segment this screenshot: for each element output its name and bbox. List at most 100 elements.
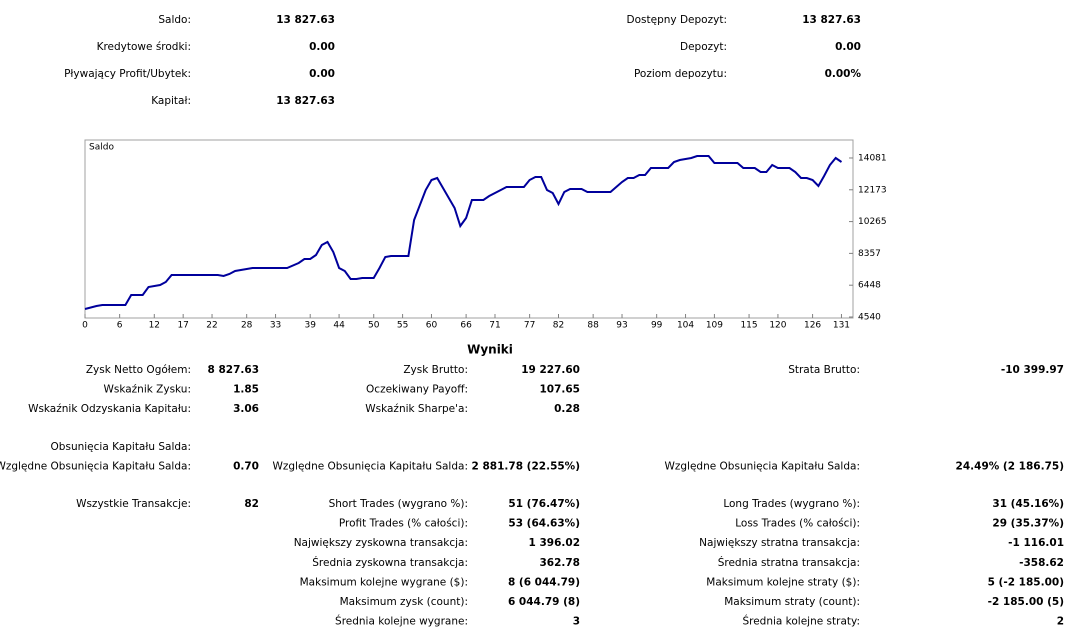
result-label: Względne Obsunięcia Kapitału Salda: [0, 460, 191, 472]
result-value: 362.78 [539, 557, 580, 569]
result-label: Wskaźnik Sharpe'a: [365, 403, 468, 415]
x-tick-label: 55 [397, 321, 408, 331]
result-label: Loss Trades (% całości): [735, 518, 860, 530]
x-tick-label: 44 [333, 321, 345, 331]
summary-label: Kredytowe środki: [97, 41, 191, 53]
result-value: 107.65 [539, 384, 580, 396]
x-tick-label: 126 [804, 321, 821, 331]
result-label: Średnia zyskowna transakcja: [312, 556, 468, 569]
result-label: Short Trades (wygrano %): [329, 498, 468, 510]
result-label: Maksimum straty (count): [724, 596, 860, 608]
y-tick-label: 12173 [858, 185, 887, 195]
result-label: Zysk Brutto: [403, 364, 468, 376]
summary-label: Dostępny Depozyt: [627, 14, 727, 26]
result-label: Wszystkie Transakcje: [76, 498, 191, 510]
x-tick-label: 104 [677, 321, 694, 331]
result-label: Maksimum kolejne wygrane ($): [300, 576, 468, 588]
x-tick-label: 39 [304, 321, 316, 331]
x-tick-label: 17 [177, 321, 188, 331]
summary-value: 13 827.63 [802, 14, 861, 26]
result-value: 1.85 [233, 384, 259, 396]
result-value: 2 [1057, 616, 1064, 628]
plot-frame [84, 139, 854, 319]
x-tick-label: 6 [117, 321, 123, 331]
result-label: Strata Brutto: [788, 364, 860, 376]
chart-title: Saldo [89, 143, 114, 153]
result-label: Średnia kolejne straty: [742, 615, 860, 628]
x-tick-label: 82 [553, 321, 564, 331]
balance-line [84, 155, 843, 310]
summary-label: Kapitał: [151, 95, 191, 107]
result-value: 5 (-2 185.00) [988, 576, 1064, 588]
x-tick-label: 66 [460, 321, 472, 331]
summary-label: Poziom depozytu: [634, 68, 727, 80]
summary-value: 13 827.63 [276, 95, 335, 107]
result-label: Oczekiwany Payoff: [366, 384, 468, 396]
result-value: -1 116.01 [1008, 537, 1064, 549]
y-tick-label: 6448 [858, 281, 881, 291]
result-value: 6 044.79 (8) [508, 596, 580, 608]
x-tick-label: 88 [587, 321, 599, 331]
y-tick-label: 10265 [858, 217, 887, 227]
x-tick-label: 50 [368, 321, 380, 331]
result-value: -358.62 [1019, 557, 1064, 569]
result-label: Maksimum kolejne straty ($): [706, 576, 860, 588]
x-tick-label: 28 [241, 321, 253, 331]
result-value: 29 (35.37%) [992, 518, 1064, 530]
result-label: Średnia kolejne wygrane: [335, 615, 468, 628]
x-tick-label: 12 [149, 321, 160, 331]
y-tick-label: 8357 [858, 249, 881, 259]
x-tick-label: 99 [651, 321, 663, 331]
y-tick-label: 4540 [858, 313, 881, 323]
result-value: 19 227.60 [521, 364, 580, 376]
result-label: Profit Trades (% całości): [339, 518, 468, 530]
x-tick-label: 131 [833, 321, 850, 331]
result-value: 0.28 [554, 403, 580, 415]
result-value: 82 [244, 498, 259, 510]
result-value: 1 396.02 [529, 537, 580, 549]
result-label: Średnia stratna transakcja: [718, 556, 860, 569]
result-label: Największy zyskowna transakcja: [294, 537, 468, 549]
x-tick-label: 22 [206, 321, 217, 331]
x-tick-label: 120 [769, 321, 786, 331]
summary-value: 13 827.63 [276, 14, 335, 26]
x-tick-label: 109 [706, 321, 723, 331]
x-tick-label: 33 [270, 321, 281, 331]
result-value: 31 (45.16%) [992, 498, 1064, 510]
result-label: Względne Obsunięcia Kapitału Salda: [272, 460, 468, 472]
result-value: 0.70 [233, 460, 259, 472]
y-tick-label: 14081 [858, 153, 887, 163]
result-value: 53 (64.63%) [508, 518, 580, 530]
result-value: -2 185.00 (5) [988, 596, 1064, 608]
summary-value: 0.00 [835, 41, 861, 53]
result-value: 51 (76.47%) [508, 498, 580, 510]
x-tick-label: 115 [740, 321, 757, 331]
result-label: Wskaźnik Zysku: [103, 384, 191, 396]
x-tick-label: 71 [489, 321, 500, 331]
summary-value: 0.00 [309, 41, 335, 53]
result-label: Zysk Netto Ogółem: [86, 364, 191, 376]
summary-label: Depozyt: [680, 41, 727, 53]
result-value: 8 (6 044.79) [508, 576, 580, 588]
result-value: -10 399.97 [1001, 364, 1064, 376]
result-value: 24.49% (2 186.75) [956, 460, 1064, 472]
summary-label: Saldo: [158, 14, 191, 26]
result-label: Największy stratna transakcja: [699, 537, 860, 549]
result-label: Wskaźnik Odzyskania Kapitału: [28, 403, 191, 415]
x-tick-label: 0 [82, 321, 88, 331]
result-value: 3.06 [233, 403, 259, 415]
result-label: Maksimum zysk (count): [340, 596, 468, 608]
summary-value: 0.00% [825, 68, 862, 80]
summary-value: 0.00 [309, 68, 335, 80]
result-value: 8 827.63 [208, 364, 259, 376]
x-tick-label: 77 [524, 321, 535, 331]
x-tick-label: 93 [616, 321, 627, 331]
result-value: 2 881.78 (22.55%) [472, 460, 580, 472]
result-label: Względne Obsunięcia Kapitału Salda: [664, 460, 860, 472]
result-value: 3 [573, 616, 580, 628]
result-label: Obsunięcia Kapitału Salda: [51, 441, 191, 453]
summary-label: Pływający Profit/Ubytek: [64, 68, 191, 80]
x-tick-label: 60 [426, 321, 438, 331]
results-title: Wyniki [467, 343, 513, 357]
